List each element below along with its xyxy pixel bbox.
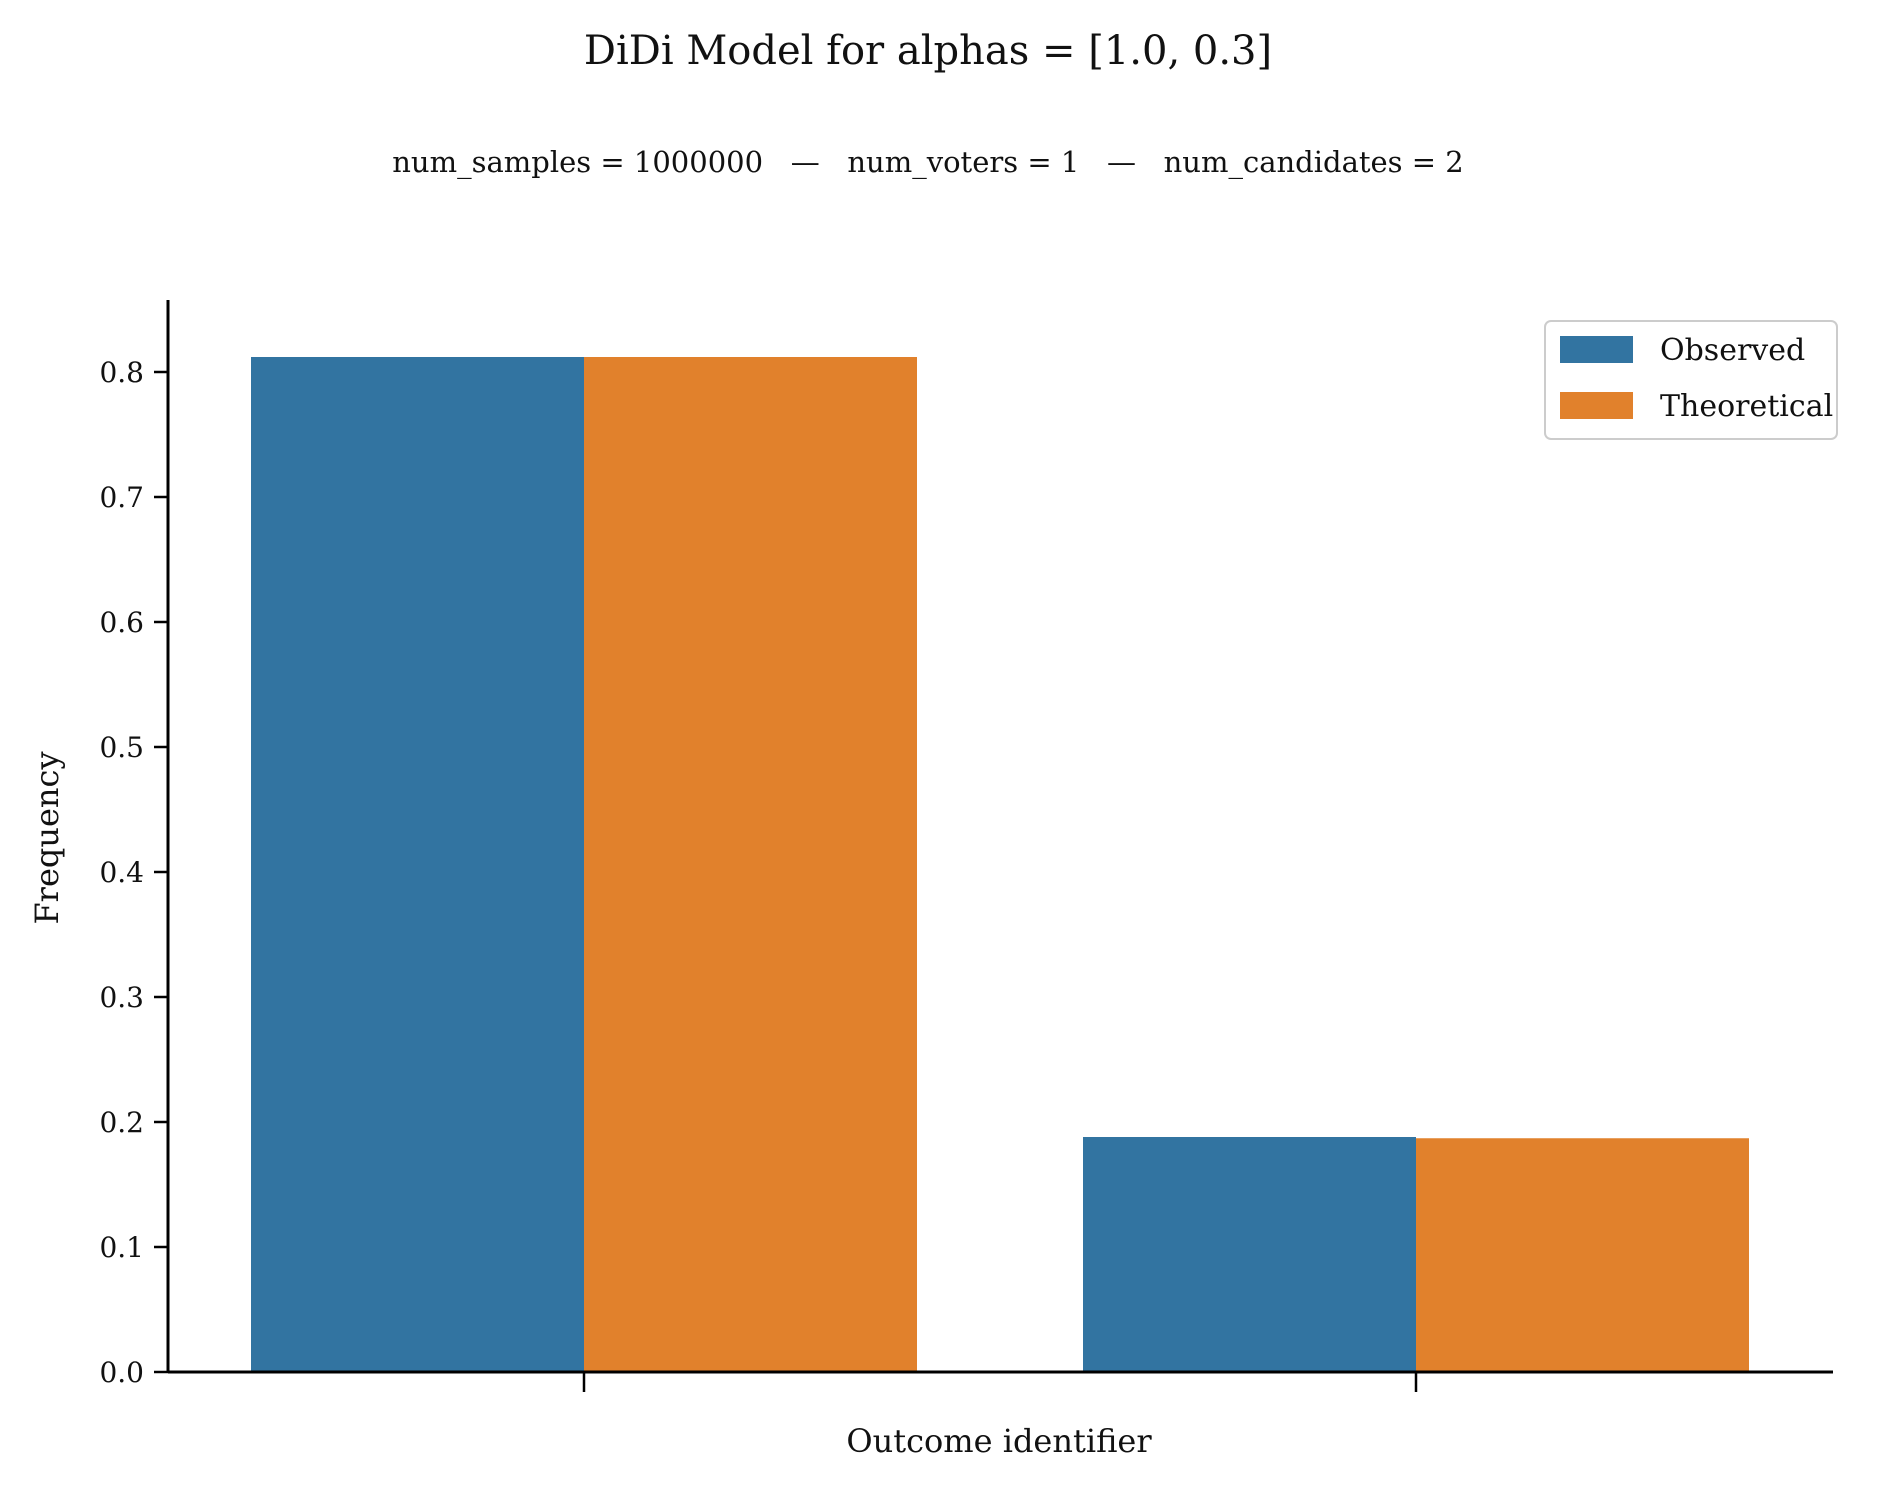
y-tick-label: 0.3 [99,981,144,1014]
bar-observed-1 [251,357,584,1372]
plot-area: 0.0 0.1 0.2 0.3 0.4 0.5 0.6 0.7 0.8 [99,300,1833,1392]
legend-label-theoretical: Theoretical [1660,389,1833,424]
bar-observed-2 [1083,1137,1416,1372]
y-tick-label: 0.4 [99,856,144,889]
bar-theoretical-1 [584,357,917,1372]
legend-label-observed: Observed [1660,333,1805,368]
y-tick-label: 0.7 [99,481,144,514]
legend-swatch-observed [1560,336,1633,363]
y-tick-label: 0.0 [99,1356,144,1389]
chart-subtitle: num_samples = 1000000 — num_voters = 1 —… [392,145,1464,180]
y-axis-label: Frequency [28,751,66,924]
chart-title: DiDi Model for alphas = [1.0, 0.3] [584,28,1272,74]
y-tick-label: 0.2 [99,1106,144,1139]
y-tick-label: 0.8 [99,356,144,389]
y-tick-label: 0.6 [99,606,144,639]
bar-theoretical-2 [1416,1138,1749,1372]
legend-swatch-theoretical [1560,392,1633,419]
x-axis-label: Outcome identifier [846,1422,1152,1460]
legend: Observed Theoretical [1544,320,1838,440]
y-tick-label: 0.5 [99,731,144,764]
y-tick-label: 0.1 [99,1231,144,1264]
